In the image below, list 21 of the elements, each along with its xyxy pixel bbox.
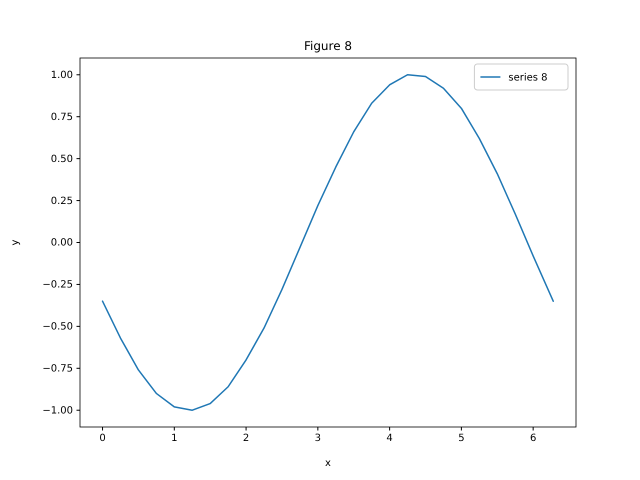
y-tick-label: −0.50 [42, 322, 73, 333]
y-tick-label: 0.00 [50, 238, 73, 249]
y-tick-label: 1.00 [50, 70, 73, 81]
x-tick-label: 5 [458, 433, 465, 444]
y-tick-label: 0.50 [50, 154, 73, 165]
y-axis-title: y [10, 239, 21, 246]
x-tick-label: 2 [242, 433, 250, 444]
line-series [102, 74, 554, 411]
x-tick-label: 3 [314, 433, 322, 444]
x-axis-title: x [325, 458, 332, 469]
x-tick-label: 1 [171, 433, 178, 444]
x-tick-label: 6 [530, 433, 536, 444]
y-tick-label: 0.25 [50, 196, 73, 207]
y-tick-label: 0.75 [50, 112, 73, 123]
y-tick-label: −0.25 [42, 280, 73, 291]
y-tick-label: −1.00 [42, 405, 73, 416]
chart-title: Figure 8 [304, 39, 352, 53]
x-tick-label: 4 [386, 433, 393, 444]
x-tick-label: 0 [99, 433, 106, 444]
y-tick-label: −0.75 [42, 363, 73, 374]
legend-label: series 8 [508, 72, 548, 84]
